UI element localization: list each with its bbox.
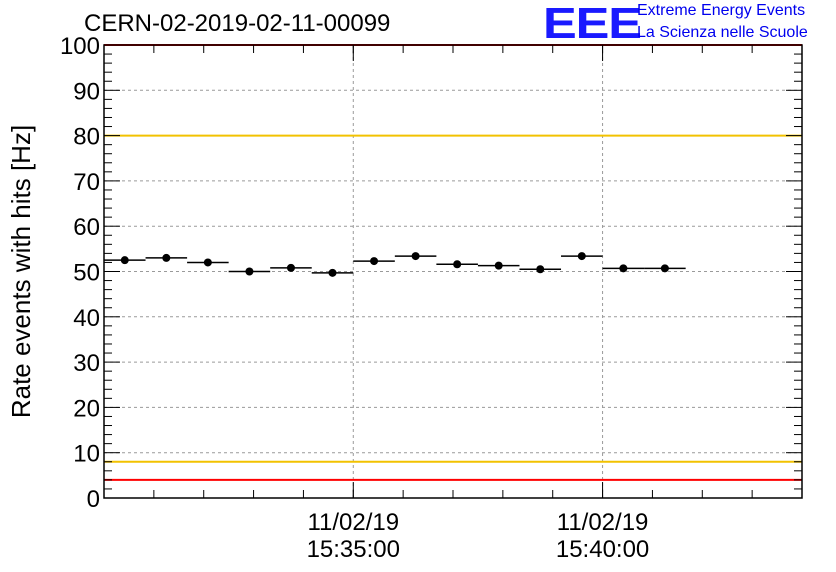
data-point (619, 264, 628, 273)
data-point (660, 264, 669, 273)
x-tick-label-date: 11/02/19 (557, 509, 649, 536)
data-point (120, 256, 129, 265)
data-point (494, 261, 503, 270)
x-tick-label-date: 11/02/19 (307, 509, 399, 536)
y-tick-label: 40 (73, 305, 100, 332)
chart-title: CERN-02-2019-02-11-00099 (84, 10, 391, 37)
y-axis-ticks: 0 10 20 30 40 50 60 70 80 90 100 (60, 33, 802, 513)
eee-logo: EEE (543, 0, 642, 48)
data-point (286, 263, 295, 272)
data-point (577, 252, 586, 261)
data-point (203, 258, 212, 267)
y-tick-label: 30 (73, 350, 100, 377)
y-axis-label: Rate events with hits [Hz] (6, 125, 36, 418)
x-tick-label-time: 15:35:00 (307, 536, 400, 563)
data-point (536, 265, 545, 274)
logo-subtitle-line2: La Scienza nelle Scuole (637, 24, 808, 41)
data-point (245, 267, 254, 276)
y-tick-label: 70 (73, 169, 100, 196)
data-point (328, 268, 337, 277)
data-point (453, 260, 462, 269)
grid-lines (104, 45, 802, 498)
y-tick-label: 100 (60, 33, 100, 60)
data-point (162, 253, 171, 262)
y-tick-label: 60 (73, 214, 100, 241)
y-tick-label: 80 (73, 124, 100, 151)
data-points (104, 252, 686, 277)
y-tick-label: 90 (73, 78, 100, 105)
y-tick-label: 10 (73, 441, 100, 468)
y-tick-label: 50 (73, 260, 100, 287)
data-point (370, 257, 379, 266)
y-tick-label: 20 (73, 395, 100, 422)
plot-frame (103, 44, 803, 499)
y-tick-label: 0 (87, 486, 100, 513)
data-point (411, 252, 420, 261)
logo-subtitle-line1: Extreme Energy Events (637, 2, 806, 19)
x-tick-label-time: 15:40:00 (556, 536, 649, 563)
